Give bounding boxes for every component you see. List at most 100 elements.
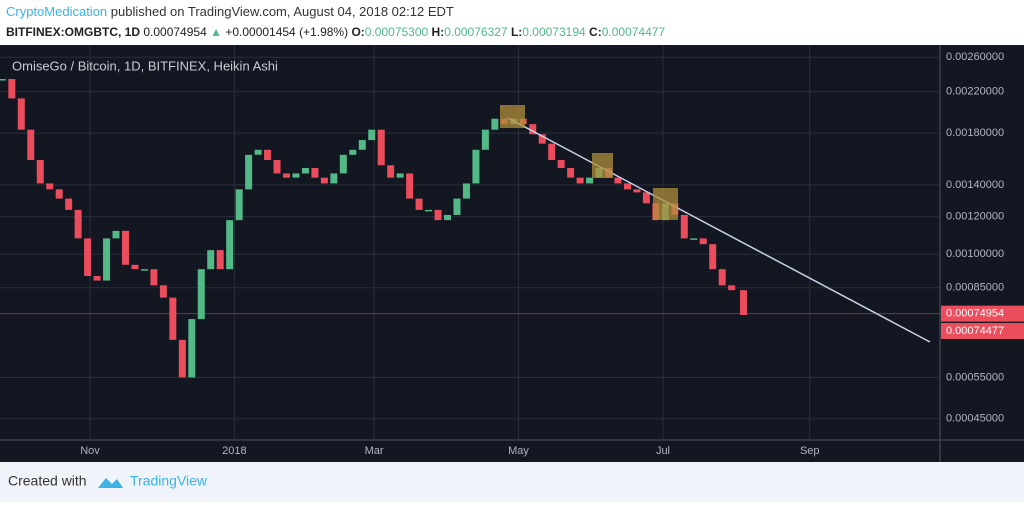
candle xyxy=(65,198,73,210)
highlight-box xyxy=(653,188,678,220)
candle xyxy=(74,209,82,239)
candle xyxy=(311,167,319,178)
x-tick-label: 2018 xyxy=(222,445,246,457)
candle xyxy=(368,129,376,141)
candle xyxy=(614,177,622,184)
candle xyxy=(226,220,234,270)
candle xyxy=(46,183,54,190)
y-tick-label: 0.00085000 xyxy=(946,282,1004,294)
footer-bg xyxy=(0,462,1024,502)
change: +0.00001454 (+1.98%) xyxy=(225,25,348,39)
candle xyxy=(292,173,300,178)
candle xyxy=(140,269,148,271)
price-label: 0.00074477 xyxy=(946,325,1004,337)
close: 0.00074477 xyxy=(602,25,666,39)
candle xyxy=(434,209,442,221)
candle xyxy=(93,275,101,281)
chart-title: OmiseGo / Bitcoin, 1D, BITFINEX, Heikin … xyxy=(12,58,278,73)
candle xyxy=(481,129,489,150)
candle xyxy=(216,250,224,270)
highlight-box xyxy=(500,105,525,128)
footer-created: Created with xyxy=(8,473,87,489)
header-bg xyxy=(0,0,1024,45)
candle xyxy=(623,183,631,190)
trend-line xyxy=(507,117,931,343)
candle xyxy=(0,79,6,81)
candle xyxy=(387,165,395,178)
candle xyxy=(282,173,290,178)
candle xyxy=(169,297,177,340)
candles xyxy=(0,79,747,378)
author[interactable]: CryptoMedication xyxy=(6,4,107,19)
open: 0.00075300 xyxy=(365,25,429,39)
candle xyxy=(557,159,565,168)
close-label: C: xyxy=(589,25,602,39)
candle xyxy=(633,189,641,193)
candle xyxy=(453,198,461,215)
candle xyxy=(131,264,139,270)
published: published on TradingView.com, August 04,… xyxy=(111,4,454,19)
candle xyxy=(8,79,16,99)
candle xyxy=(642,192,650,204)
candle xyxy=(425,209,433,212)
y-tick-label: 0.00260000 xyxy=(946,51,1004,63)
arrow: ▲ xyxy=(210,25,222,39)
candle xyxy=(103,238,111,281)
candle xyxy=(235,189,243,221)
candle xyxy=(159,285,167,298)
low-label: L: xyxy=(511,25,522,39)
y-tick-label: 0.00045000 xyxy=(946,413,1004,425)
candle xyxy=(245,154,253,190)
candle xyxy=(339,154,347,174)
high: 0.00076327 xyxy=(444,25,508,39)
y-tick-label: 0.00055000 xyxy=(946,371,1004,383)
candle xyxy=(567,167,575,178)
candle xyxy=(718,269,726,286)
candle xyxy=(576,177,584,184)
candle xyxy=(739,290,747,315)
candle xyxy=(55,189,63,199)
y-tick-label: 0.00120000 xyxy=(946,211,1004,223)
candle xyxy=(84,238,92,276)
last: 0.00074954 xyxy=(143,25,207,39)
header-line: CryptoMedication published on TradingVie… xyxy=(6,4,454,19)
x-tick-label: Jul xyxy=(656,445,670,457)
candle xyxy=(27,129,35,160)
footer-brand[interactable]: TradingView xyxy=(130,473,208,489)
candle xyxy=(415,198,423,210)
candle xyxy=(36,159,44,184)
candle xyxy=(178,339,186,378)
candle xyxy=(699,238,707,245)
candle xyxy=(406,173,414,199)
y-tick-label: 0.00220000 xyxy=(946,86,1004,98)
candle xyxy=(728,285,736,291)
high-label: H: xyxy=(432,25,445,39)
candle xyxy=(349,149,357,155)
x-tick-label: Mar xyxy=(365,445,384,457)
symbol: BITFINEX:OMGBTC, 1D xyxy=(6,25,140,39)
candle xyxy=(273,159,281,174)
candle xyxy=(709,244,717,270)
candle xyxy=(690,238,698,240)
axes: 0.00260000 0.00220000 0.00180000 0.00140000… xyxy=(80,51,1024,457)
symbol-line: BITFINEX:OMGBTC, 1D 0.00074954 ▲ +0.0000… xyxy=(6,25,665,39)
candle xyxy=(472,149,480,184)
x-tick-label: Nov xyxy=(80,445,100,457)
candle xyxy=(462,183,470,199)
y-tick-label: 0.00180000 xyxy=(946,127,1004,139)
x-tick-label: May xyxy=(508,445,529,457)
candle xyxy=(254,149,262,155)
y-tick-label: 0.00140000 xyxy=(946,179,1004,191)
candle xyxy=(301,167,309,174)
x-tick-label: Sep xyxy=(800,445,820,457)
low: 0.00073194 xyxy=(522,25,586,39)
candle xyxy=(264,149,272,160)
candle xyxy=(358,140,366,150)
price-label-bg xyxy=(941,322,1024,339)
candle xyxy=(680,214,688,239)
candle xyxy=(529,124,537,135)
price-label: 0.00074954 xyxy=(946,308,1004,320)
candle xyxy=(197,269,205,320)
candle xyxy=(188,319,196,378)
